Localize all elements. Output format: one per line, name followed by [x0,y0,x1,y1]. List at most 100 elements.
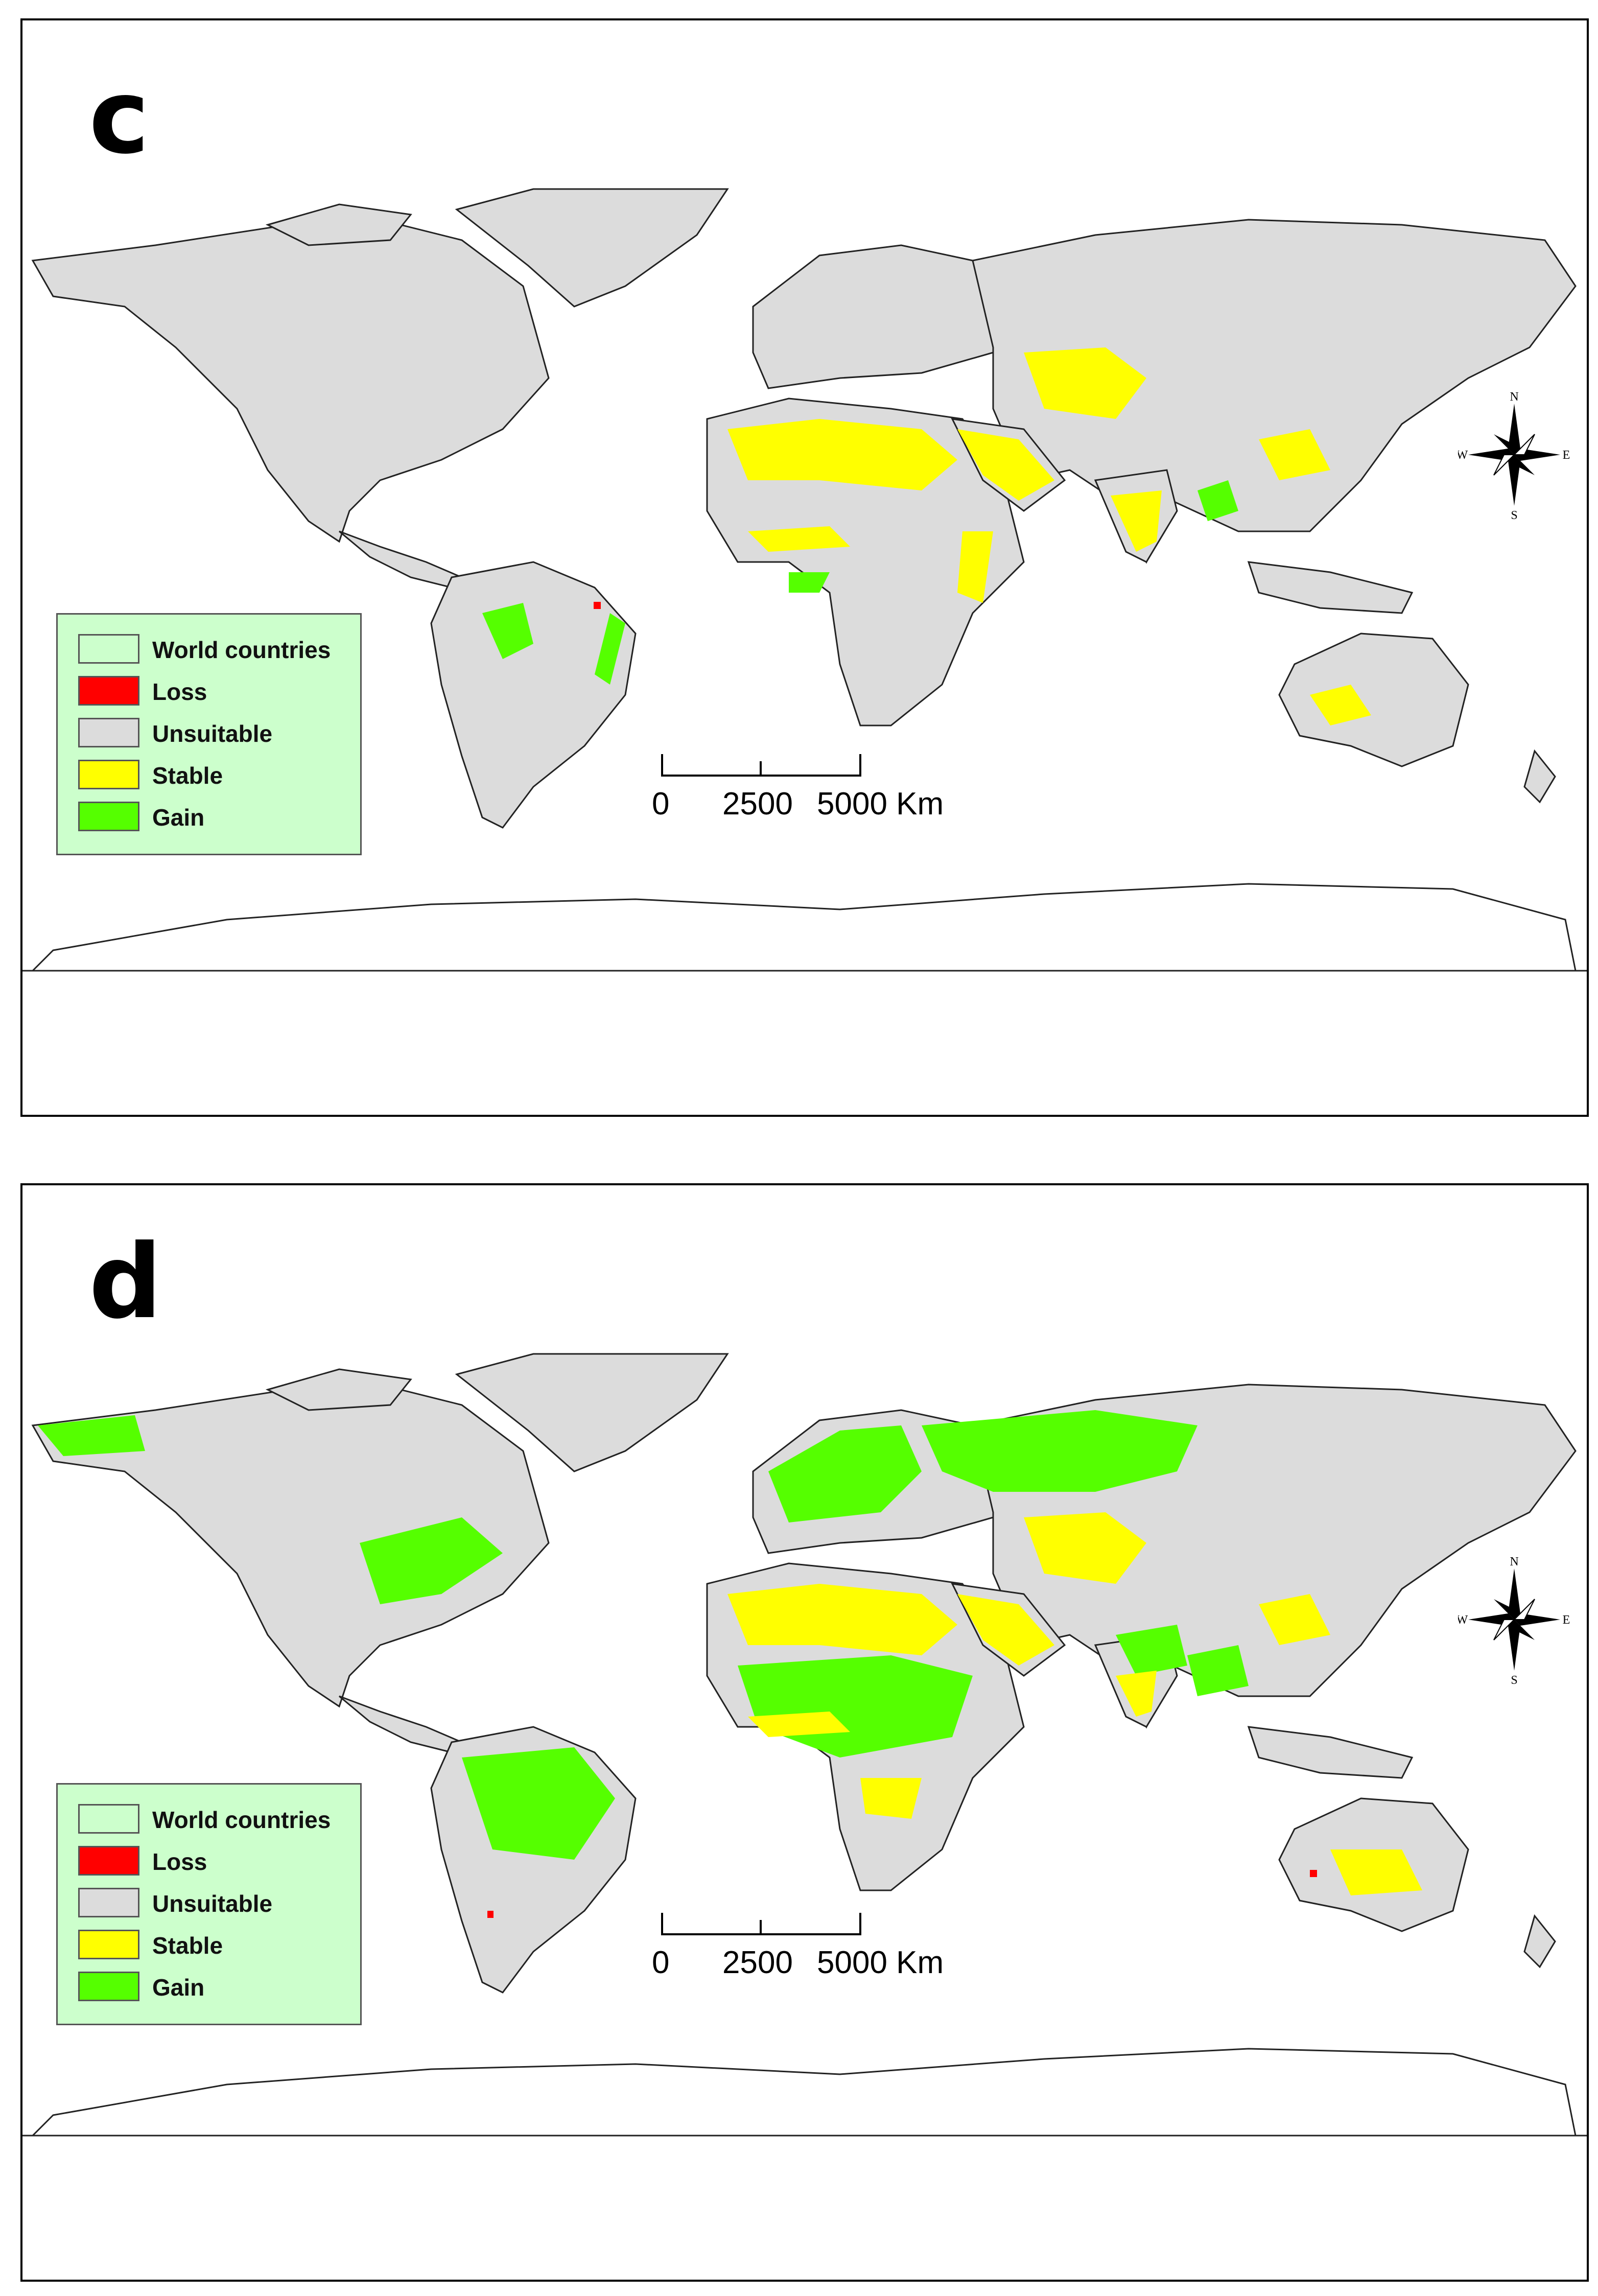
swatch-loss [78,676,139,706]
legend-item-gain: Gain [78,1972,354,2003]
stable-central-asia [1024,347,1146,419]
scale-tick [661,754,663,777]
loss-patch [487,1911,494,1918]
legend-item-gain: Gain [78,802,354,833]
legend-label: Loss [152,1848,207,1875]
legend-label: Loss [152,678,207,705]
map-panel-c: c [20,18,1589,1117]
legend-label: Gain [152,1974,205,2001]
gain-india [1116,1625,1187,1676]
legend-item-stable: Stable [78,760,354,791]
compass-rose-icon: N S E W [1458,1555,1570,1686]
gain-eastern-us [360,1517,503,1604]
scale-tick [760,1920,762,1935]
swatch-unsuitable [78,1888,139,1917]
scale-tick [859,1913,861,1935]
stable-central-asia [1024,1512,1146,1584]
swatch-gain [78,802,139,831]
legend-label: Gain [152,804,205,831]
compass-n: N [1510,1555,1518,1568]
compass-w: W [1458,449,1468,462]
panel-label: d [89,1223,162,1342]
compass-e: E [1563,1613,1570,1627]
compass-w: W [1458,1613,1468,1627]
legend-item-loss: Loss [78,676,354,708]
australia [1278,632,1469,767]
legend-label: Stable [152,762,223,789]
gain-se-asia [1197,480,1238,521]
stable-china [1259,429,1330,480]
gain-amazon [462,1747,615,1860]
swatch-world-countries [78,1804,139,1834]
gain-se-asia [1187,1645,1249,1696]
gain-europe [768,1425,922,1522]
greenland [455,1353,729,1472]
stable-sahara [727,419,957,490]
europe [752,244,1009,389]
central-america [339,1695,463,1753]
stable-southern-africa [860,1778,922,1819]
legend-label: World countries [152,1807,331,1833]
legend-item-world-countries: World countries [78,1804,354,1836]
legend: World countries Loss Unsuitable Stable G… [56,1783,362,2025]
stable-india [1116,1671,1157,1717]
scale-bar: 0 2500 5000 Km [641,1913,944,2015]
gain-south-america [482,603,533,659]
swatch-gain [78,1972,139,2001]
legend-item-unsuitable: Unsuitable [78,718,354,749]
canadian-islands [265,1368,412,1411]
south-america [430,561,637,829]
stable-china [1259,1594,1330,1645]
southeast-asia-islands [1247,1726,1414,1779]
legend-label: World countries [152,637,331,663]
southeast-asia-islands [1247,561,1414,614]
antarctica [31,2048,1577,2137]
stable-east-africa [957,531,993,603]
scale-label: 2500 [722,786,793,822]
antarctica [31,883,1577,972]
swatch-unsuitable [78,718,139,747]
scale-bar: 0 2500 5000 Km [641,754,944,856]
new-zealand [1523,1914,1556,1969]
compass-s: S [1511,509,1517,521]
legend-label: Unsuitable [152,720,273,747]
map-panel-d: d [20,1183,1589,2282]
greenland [455,188,729,308]
legend-label: Unsuitable [152,1890,273,1917]
north-america [31,219,550,543]
panel-label: c [89,58,150,177]
loss-patch [1310,1870,1317,1877]
swatch-stable [78,1930,139,1959]
stable-sahel [748,1712,850,1737]
world-map [22,1353,1587,2137]
compass-s: S [1511,1674,1517,1686]
canadian-islands [265,203,412,246]
compass-e: E [1563,449,1570,462]
gain-brazil-coast [595,613,625,685]
stable-sahara [727,1584,957,1655]
stable-arabia [957,429,1054,501]
swatch-stable [78,760,139,789]
scale-label: 5000 Km [817,1945,944,1980]
scale-label: 0 [652,1945,670,1980]
stable-india [1111,490,1162,552]
scale-tick [661,1913,663,1935]
new-zealand [1523,749,1556,804]
central-america [339,530,463,589]
world-map [22,188,1587,972]
stable-australia [1310,685,1371,725]
legend-label: Stable [152,1932,223,1959]
scale-label: 2500 [722,1945,793,1980]
scale-label: 5000 Km [817,786,944,822]
stable-australia [1330,1849,1422,1895]
legend: World countries Loss Unsuitable Stable G… [56,613,362,855]
gain-alaska [38,1415,145,1456]
stable-arabia [957,1594,1054,1666]
gain-russia [922,1410,1197,1492]
stable-sahel [748,526,850,552]
loss-patch [594,602,601,609]
legend-item-unsuitable: Unsuitable [78,1888,354,1919]
swatch-world-countries [78,634,139,664]
scale-label: 0 [652,786,670,822]
compass-n: N [1510,390,1518,404]
